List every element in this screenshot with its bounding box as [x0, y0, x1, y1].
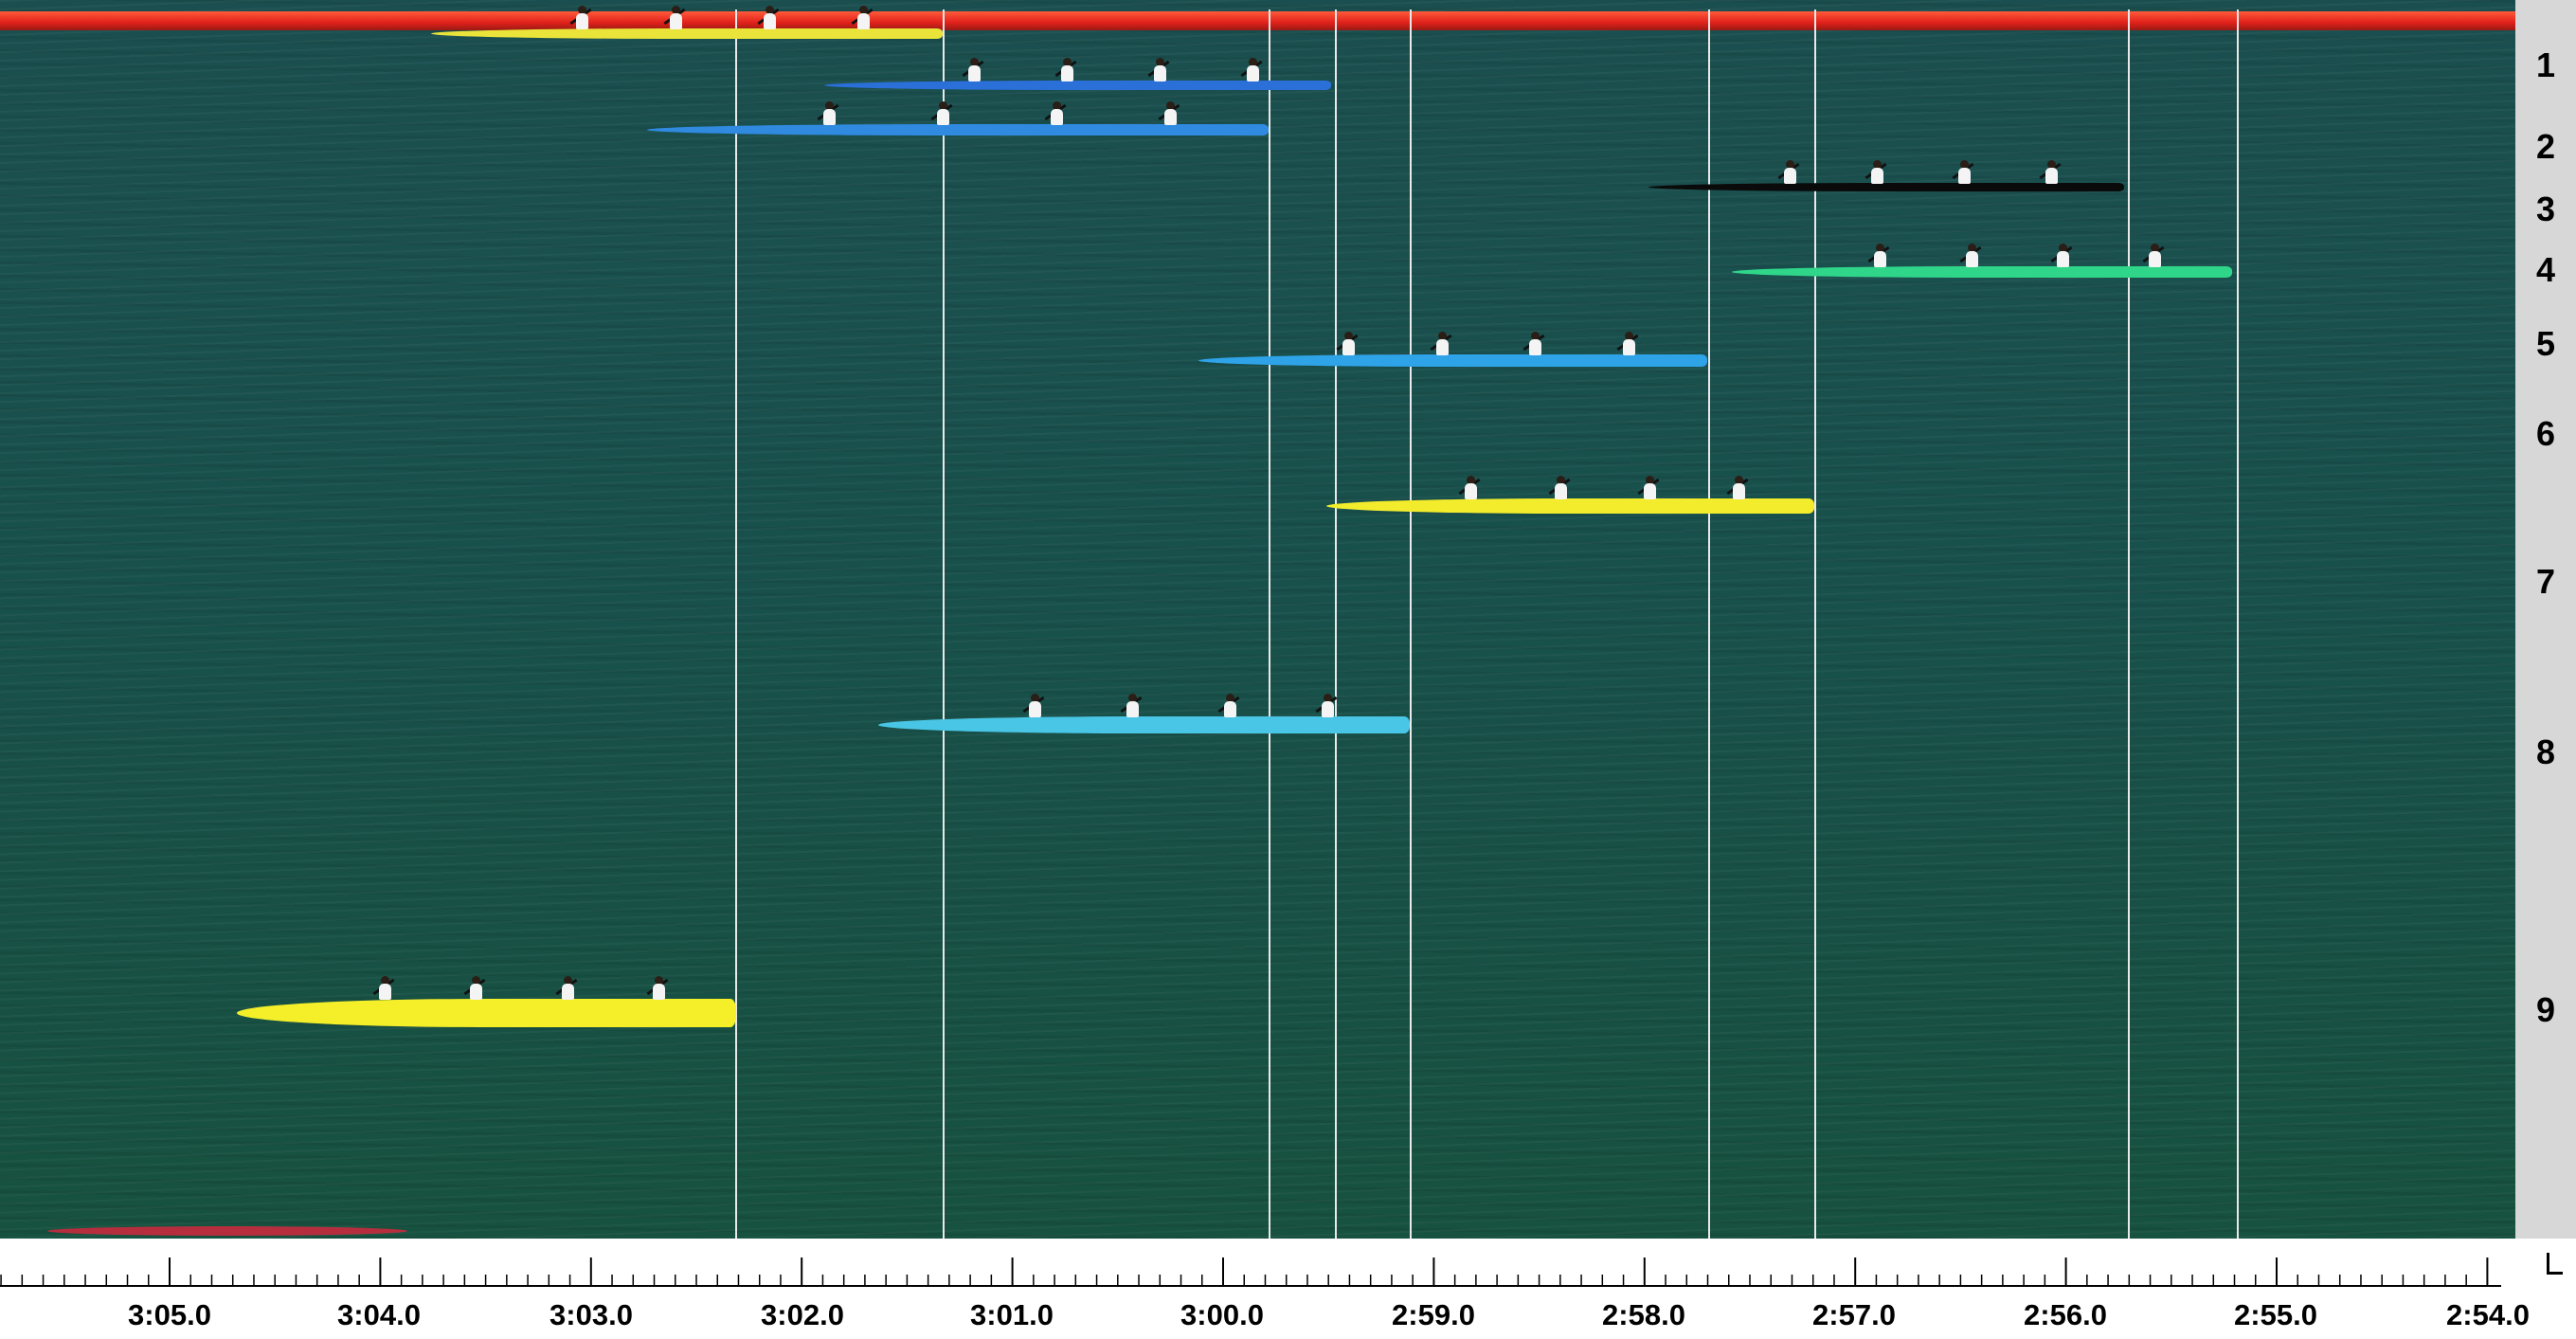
boat-lane-5[interactable] — [1198, 354, 1707, 367]
time-cursor-line[interactable] — [1335, 9, 1337, 1239]
boat-lane-7[interactable] — [1326, 498, 1814, 514]
time-cursor-line[interactable] — [1708, 9, 1710, 1239]
time-tick-label: 2:56.0 — [2024, 1298, 2107, 1331]
boat-lane-4[interactable] — [1732, 266, 2232, 278]
paddler — [1240, 58, 1263, 84]
paddler — [372, 976, 395, 1003]
time-tick-label: 2:54.0 — [2446, 1298, 2530, 1331]
paddler — [851, 6, 874, 32]
time-tick-label: 3:02.0 — [761, 1298, 844, 1331]
paddler — [1147, 58, 1170, 84]
paddler — [1044, 101, 1067, 128]
lane-buoy — [47, 1226, 407, 1236]
time-cursor-line[interactable] — [943, 9, 945, 1239]
lane-number: 6 — [2535, 414, 2556, 453]
time-tick-label: 2:55.0 — [2234, 1298, 2317, 1331]
paddler — [1217, 694, 1240, 720]
lane-number: 8 — [2535, 733, 2556, 771]
lane-number: 3 — [2535, 190, 2556, 228]
time-tick-label: 3:04.0 — [337, 1298, 421, 1331]
paddler — [463, 976, 486, 1003]
ruler-end-mark — [2547, 1253, 2563, 1275]
paddler — [1054, 58, 1077, 84]
time-cursor-line[interactable] — [735, 9, 737, 1239]
time-cursor-line[interactable] — [1410, 9, 1412, 1239]
paddler — [1952, 160, 1974, 187]
time-tick-label: 3:01.0 — [970, 1298, 1054, 1331]
paddler — [817, 101, 839, 128]
time-cursor-line[interactable] — [2237, 9, 2239, 1239]
time-cursor-line[interactable] — [2128, 9, 2130, 1239]
paddler — [2039, 160, 2062, 187]
lane-number: 9 — [2535, 990, 2556, 1029]
paddler — [1867, 244, 1890, 270]
paddler — [1522, 332, 1545, 358]
paddler — [555, 976, 578, 1003]
paddler — [646, 976, 669, 1003]
time-cursor-line[interactable] — [1814, 9, 1816, 1239]
paddler — [1458, 476, 1481, 502]
time-tick-label: 3:00.0 — [1180, 1298, 1264, 1331]
paddler — [1315, 694, 1338, 720]
paddler — [1336, 332, 1359, 358]
lane-number: 7 — [2535, 562, 2556, 601]
paddler — [1022, 694, 1045, 720]
paddler — [1616, 332, 1639, 358]
lane-number: 5 — [2535, 324, 2556, 363]
paddler — [2050, 244, 2073, 270]
time-tick-label: 2:58.0 — [1602, 1298, 1685, 1331]
paddler — [1548, 476, 1571, 502]
paddler — [1864, 160, 1887, 187]
boat-lane-9[interactable] — [237, 999, 736, 1027]
paddler — [1430, 332, 1452, 358]
lane-number: 1 — [2535, 45, 2556, 84]
time-tick-label: 3:05.0 — [128, 1298, 211, 1331]
paddler — [663, 6, 686, 32]
time-ruler[interactable] — [0, 1239, 2576, 1339]
paddler — [1777, 160, 1800, 187]
lane-number: 4 — [2535, 250, 2556, 289]
boat-lane-1[interactable] — [824, 81, 1331, 90]
paddler — [2142, 244, 2165, 270]
time-tick-label: 2:59.0 — [1392, 1298, 1475, 1331]
boat-lane-1[interactable] — [431, 28, 943, 39]
paddler — [757, 6, 780, 32]
paddler — [1726, 476, 1749, 502]
boat-lane-2[interactable] — [647, 124, 1269, 136]
time-tick-label: 2:57.0 — [1812, 1298, 1896, 1331]
lane-number: 2 — [2535, 127, 2556, 166]
paddler — [1637, 476, 1660, 502]
paddler — [1158, 101, 1180, 128]
time-tick-label: 3:03.0 — [549, 1298, 633, 1331]
lane-number-panel — [2515, 0, 2576, 1256]
lane-buoy-line — [0, 11, 2515, 30]
boat-lane-3[interactable] — [1648, 183, 2124, 191]
paddler — [962, 58, 984, 84]
paddler — [930, 101, 953, 128]
finish-image[interactable] — [0, 0, 2515, 1239]
time-ruler-ticks — [0, 1258, 2501, 1287]
paddler — [1959, 244, 1982, 270]
time-cursor-line[interactable] — [1269, 9, 1270, 1239]
paddler — [569, 6, 592, 32]
boat-lane-8[interactable] — [878, 716, 1410, 733]
paddler — [1120, 694, 1143, 720]
